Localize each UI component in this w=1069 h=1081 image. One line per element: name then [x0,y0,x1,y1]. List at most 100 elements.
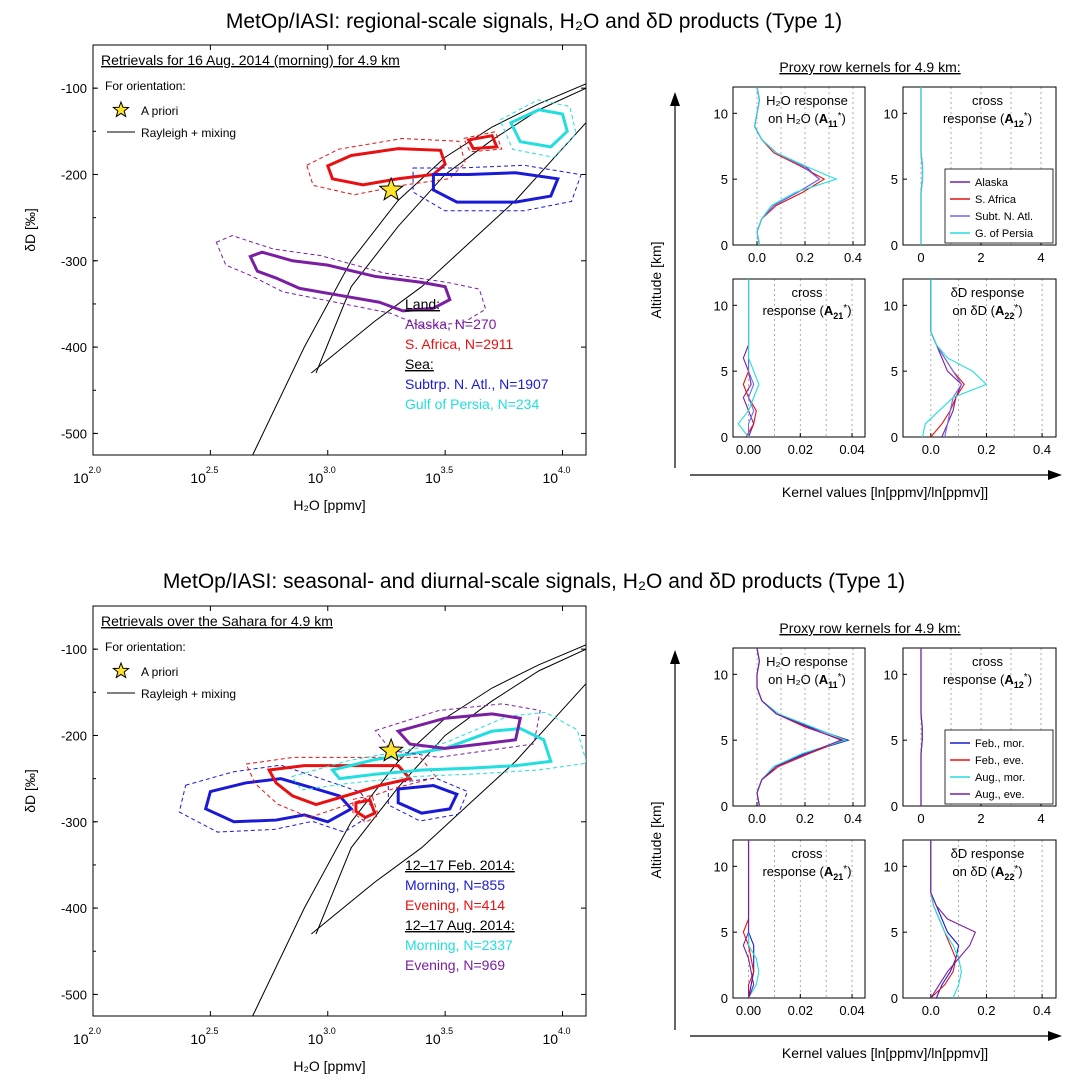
label-star: * [1024,672,1028,683]
x-tick-label: 0 [917,250,924,265]
subpanel-label-line2: on δD (A22*) [952,864,1022,882]
y-tick-label: -200 [61,167,87,182]
contour-core [508,108,569,149]
y-axis-label: δD [‰] [22,208,38,252]
x-tick-base: 10 [425,470,441,486]
x-tick-exponent: 2.0 [89,465,102,475]
kernel-subpanel: 0 5 10 0.0 0.2 0.4 δD response on δD (A22*) [884,839,1057,1018]
contour-core [396,784,459,815]
kernel-line [742,840,755,998]
subpanel-label-line2: response (A12*) [943,111,1032,129]
kernel-axis-label: Kernel values [ln[ppmv]/ln[ppmv]] [782,1045,988,1061]
label-close: ) [1028,111,1032,126]
kernel-arrow-head [1048,1031,1062,1041]
contour-outer [499,99,577,158]
kernel-subpanel: 0 5 10 0.0 0.2 0.4 H₂O response on H₂O (A11*) [714,647,866,826]
subpanel-frame [732,86,866,246]
y-tick-label: 0 [721,238,728,253]
panel-title: MetOp/IASI: regional-scale signals, H₂O … [226,10,842,33]
x-tick-label: 102.0 [73,465,101,486]
y-tick-label: 5 [721,172,728,187]
y-tick-label: 0 [891,991,898,1006]
rayleigh-mixing-line [252,644,586,1016]
y-tick-label: 5 [891,364,898,379]
x-tick-label: 0.2 [796,250,814,265]
label-star: * [1014,864,1018,875]
label-sub: 11 [828,680,838,690]
x-axis-label: H₂O [ppmv] [293,497,365,513]
subpanel-label-line1: cross [791,285,823,300]
x-tick-base: 10 [73,470,89,486]
plot-frame [92,44,587,456]
legend-label: Aug., eve. [975,789,1025,801]
x-tick-label: 102.5 [190,1026,218,1047]
subpanel-label-line1: cross [791,846,823,861]
x-tick-label: 0.2 [796,811,814,826]
subpanel-label-line1: cross [972,654,1004,669]
x-tick-base: 10 [542,1031,558,1047]
kernel-subpanel: 0 5 10 0.00 0.02 0.04 cross response (A21*) [714,278,866,457]
orientation-label: For orientation: [105,79,186,93]
label-close: ) [847,864,851,879]
y-tick-label: -500 [61,987,87,1002]
y-tick-label: 5 [721,925,728,940]
subpanel-frame [732,278,866,438]
subpanel-frame [902,86,1057,246]
x-tick-label: 4 [1037,250,1044,265]
label-a: A [1004,111,1014,126]
x-axis-label: H₂O [ppmv] [293,1058,365,1074]
y-tick-label: -500 [61,426,87,441]
label-close: ) [847,303,851,318]
label-a: A [995,303,1005,318]
subpanel-label-line2: response (A12*) [943,672,1032,690]
y-tick-label: 5 [721,733,728,748]
contour-outer [412,164,582,212]
subpanel-label-line2: on δD (A22*) [952,303,1022,321]
y-tick-label: 5 [891,172,898,187]
y-tick-label: 0 [891,799,898,814]
x-tick-label: 4 [1037,811,1044,826]
x-tick-label: 0.0 [922,1003,940,1018]
x-tick-label: 2 [977,250,984,265]
x-tick-label: 104.0 [542,465,570,486]
subpanel-frame [902,278,1057,438]
x-tick-label: 103.0 [308,1026,336,1047]
label-text: on H₂O ( [768,672,819,687]
x-tick-exponent: 3.5 [441,1026,454,1036]
apriori-star-marker [378,737,404,762]
legend-entry: Subtrp. N. Atl., N=1907 [405,376,549,392]
legend-entry: Evening, N=969 [405,957,505,973]
kernel-subpanel: 0 5 10 0.0 0.2 0.4 H₂O response on H₂O (A11*) [714,86,866,265]
x-tick-exponent: 4.0 [558,465,571,475]
legend-entry: Gulf of Persia, N=234 [405,396,539,412]
subpanel-label-line2: response (A21*) [762,864,851,882]
kernel-curves [920,648,923,806]
y-tick-label: 0 [891,238,898,253]
y-tick-label: -300 [61,254,87,269]
y-tick-label: -400 [61,901,87,916]
contour-outer [352,794,379,823]
subpanel-frame [732,839,866,999]
y-tick-label: 10 [884,859,898,874]
x-tick-label: 0.04 [839,442,864,457]
apriori-label: A priori [141,104,178,118]
kernel-line [920,648,923,806]
label-a: A [995,864,1005,879]
label-close: ) [1018,864,1022,879]
x-tick-label: 104.0 [542,1026,570,1047]
y-tick-label: 0 [891,430,898,445]
subpanel-frame [902,839,1057,999]
y-tick-label: 10 [714,298,728,313]
apriori-star-marker [378,176,404,201]
x-tick-label: 0.2 [977,442,995,457]
label-star: * [838,672,842,683]
x-tick-base: 10 [425,1031,441,1047]
y-tick-label: -100 [61,642,87,657]
kernel-header: Proxy row kernels for 4.9 km: [779,59,960,75]
kernel-axis-label: Kernel values [ln[ppmv]/ln[ppmv]] [782,484,988,500]
label-sub: 12 [1014,680,1024,690]
legend-entry: Evening, N=414 [405,897,505,913]
legend-entry: Alaska, N=270 [405,316,497,332]
rayleigh-mixing-line [311,122,586,374]
contour-outer [387,777,469,822]
